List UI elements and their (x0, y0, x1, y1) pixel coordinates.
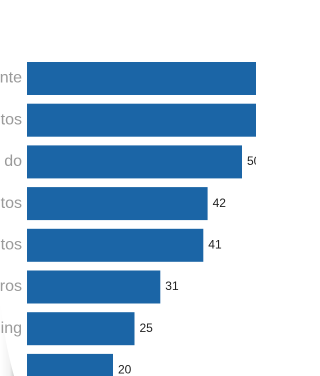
category-label: nte (0, 70, 22, 87)
value-label: 25 (140, 321, 154, 335)
page: {"chart_data": {"type": "bar", "orientat… (0, 0, 256, 376)
value-label: 20 (118, 363, 132, 376)
value-label: 50 (247, 154, 256, 168)
bar (27, 104, 256, 137)
bar (27, 145, 242, 178)
category-label: tos (1, 195, 22, 212)
category-label: ing (1, 320, 22, 337)
bar (27, 312, 135, 345)
bar (27, 354, 113, 376)
page-curl (0, 300, 14, 376)
bar (27, 229, 203, 262)
category-label: tos (1, 237, 22, 254)
value-label: 42 (213, 196, 227, 210)
value-label: 31 (165, 279, 179, 293)
bar (27, 187, 208, 220)
chart: nte tos 50 do 42 tos 41 tos 31 ros 25 ing 20 (0, 0, 256, 376)
category-label: do (4, 153, 22, 170)
bar (27, 62, 256, 95)
value-label: 41 (208, 237, 222, 251)
category-label: ros (0, 278, 22, 295)
category-label: tos (1, 111, 22, 128)
bar (27, 271, 160, 304)
